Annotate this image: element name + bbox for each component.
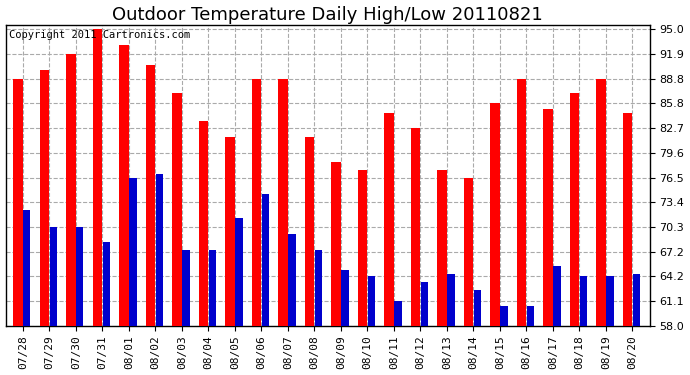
Bar xyxy=(156,174,163,326)
Bar xyxy=(119,45,128,326)
Bar xyxy=(384,113,394,326)
Bar xyxy=(421,282,428,326)
Bar xyxy=(76,227,83,326)
Bar xyxy=(474,290,481,326)
Bar xyxy=(182,250,190,326)
Bar xyxy=(526,306,534,326)
Bar xyxy=(103,242,110,326)
Bar xyxy=(607,276,613,326)
Text: Copyright 2011 Cartronics.com: Copyright 2011 Cartronics.com xyxy=(9,30,190,40)
Bar xyxy=(146,65,155,326)
Bar xyxy=(394,301,402,326)
Bar xyxy=(129,177,137,326)
Bar xyxy=(235,217,243,326)
Bar xyxy=(288,234,295,326)
Bar xyxy=(172,93,181,326)
Title: Outdoor Temperature Daily High/Low 20110821: Outdoor Temperature Daily High/Low 20110… xyxy=(112,6,543,24)
Bar xyxy=(199,122,208,326)
Bar xyxy=(13,79,23,326)
Bar xyxy=(437,170,446,326)
Bar xyxy=(544,110,553,326)
Bar xyxy=(368,276,375,326)
Bar xyxy=(500,306,508,326)
Bar xyxy=(278,79,288,326)
Bar xyxy=(66,54,75,326)
Bar xyxy=(491,103,500,326)
Bar xyxy=(23,210,30,326)
Bar xyxy=(252,79,261,326)
Bar xyxy=(305,137,314,326)
Bar xyxy=(447,274,455,326)
Bar xyxy=(341,270,348,326)
Bar xyxy=(208,250,216,326)
Bar xyxy=(596,79,606,326)
Bar xyxy=(358,170,367,326)
Bar xyxy=(464,177,473,326)
Bar xyxy=(517,79,526,326)
Bar xyxy=(623,113,632,326)
Bar xyxy=(262,194,269,326)
Bar xyxy=(411,128,420,326)
Bar xyxy=(50,227,57,326)
Bar xyxy=(570,93,579,326)
Bar xyxy=(633,274,640,326)
Bar xyxy=(226,137,235,326)
Bar xyxy=(40,70,49,326)
Bar xyxy=(315,250,322,326)
Bar xyxy=(553,266,561,326)
Bar xyxy=(580,276,587,326)
Bar xyxy=(331,162,341,326)
Bar xyxy=(92,29,102,326)
